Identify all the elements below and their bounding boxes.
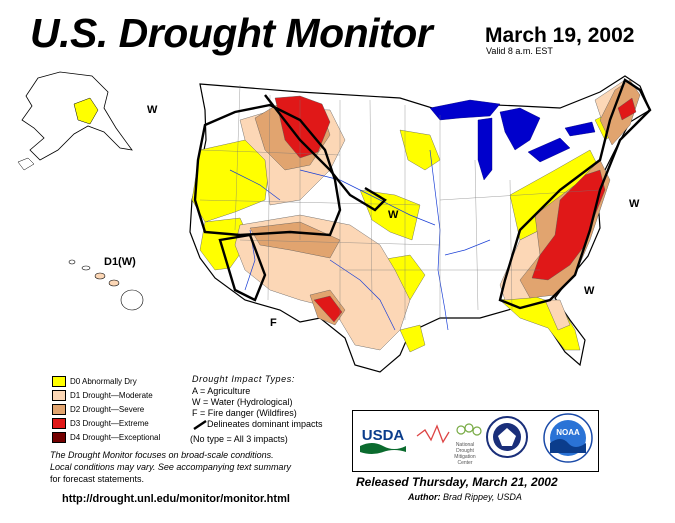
legend-label-d2: D2 Drought—Severe [70, 405, 145, 414]
commerce-seal-logo [486, 416, 528, 458]
note-line-1: The Drought Monitor focuses on broad-sca… [50, 450, 274, 460]
usda-logo: USDA [360, 427, 406, 454]
legend-swatch-d3 [52, 418, 66, 429]
label-w-southeast: W [584, 285, 595, 297]
ndmc-text-4: Center [457, 460, 472, 466]
impact-types-title: Drought Impact Types: [192, 374, 295, 384]
noaa-logo-text: NOAA [556, 428, 580, 437]
hawaii [68, 259, 144, 311]
usda-logo-text: USDA [362, 427, 405, 444]
legend-label-d3: D3 Drought—Extreme [70, 419, 149, 428]
impact-fire: F = Fire danger (Wildfires) [192, 408, 297, 418]
legend-swatch-d0 [52, 376, 66, 387]
impact-delineates: Delineates dominant impacts [207, 419, 323, 429]
label-w-central: W [388, 209, 399, 221]
author-label: Author: [408, 492, 441, 502]
ndmc-logo: National Drought Mitigation Center [416, 423, 482, 466]
legend-item-d2: D2 Drought—Severe [52, 404, 144, 415]
valid-time: Valid 8 a.m. EST [486, 46, 553, 56]
monitor-url[interactable]: http://drought.unl.edu/monitor/monitor.h… [62, 493, 290, 505]
author: Author: Brad Rippey, USDA [408, 492, 522, 502]
map-date: March 19, 2002 [485, 24, 635, 47]
page-title: U.S. Drought Monitor [30, 10, 433, 56]
released-date: Released Thursday, March 21, 2002 [356, 475, 558, 489]
noaa-logo: NOAA [543, 413, 593, 463]
legend-swatch-d4 [52, 432, 66, 443]
legend-swatch-d1 [52, 390, 66, 401]
ndmc-text-2: Drought [456, 448, 474, 454]
impact-note: (No type = All 3 impacts) [190, 434, 288, 444]
note-line-3: for forecast statements. [50, 474, 145, 484]
impact-agriculture: A = Agriculture [192, 386, 251, 396]
state-boundaries [199, 84, 601, 320]
alaska [17, 71, 133, 171]
label-hawaii-d1w: D1(W) [104, 256, 136, 268]
drought-map [17, 71, 652, 373]
label-w-northeast: W [629, 198, 640, 210]
legend-item-d4: D4 Drought—Exceptional [52, 432, 160, 443]
d3-areas [274, 95, 637, 323]
label-w-northwest: W [147, 104, 158, 116]
impact-water: W = Water (Hydrological) [192, 397, 293, 407]
impact-boundaries [193, 78, 652, 310]
legend-swatch-d2 [52, 404, 66, 415]
delineate-line-icon [193, 420, 207, 430]
note-line-2: Local conditions may vary. See accompany… [50, 462, 291, 472]
legend-item-d1: D1 Drought—Moderate [52, 390, 153, 401]
rivers [229, 149, 491, 331]
ndmc-text-3: Mitigation [454, 454, 476, 460]
legend-label-d0: D0 Abnormally Dry [70, 377, 137, 386]
author-name: Brad Rippey, USDA [443, 492, 522, 502]
label-f-southwest: F [270, 317, 277, 329]
legend-item-d3: D3 Drought—Extreme [52, 418, 149, 429]
legend-label-d1: D1 Drought—Moderate [70, 391, 153, 400]
legend-item-d0: D0 Abnormally Dry [52, 376, 137, 387]
legend-label-d4: D4 Drought—Exceptional [70, 433, 161, 442]
ndmc-text-1: National [456, 442, 474, 448]
